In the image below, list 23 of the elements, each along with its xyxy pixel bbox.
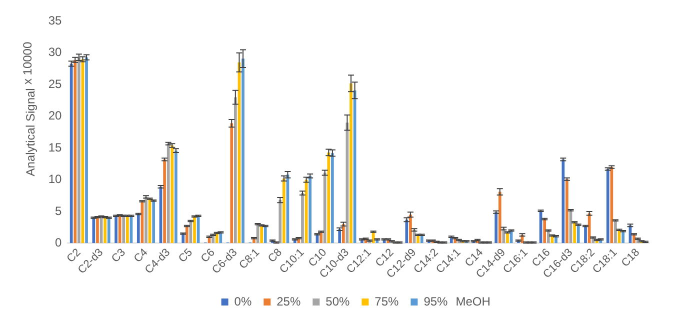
text: x 10000 bbox=[20, 42, 34, 85]
legend-label: 25% bbox=[276, 294, 301, 308]
x-tick-label: C18 bbox=[619, 246, 642, 270]
y-tick-label: 25 bbox=[48, 76, 62, 91]
y-tick-label: 35 bbox=[48, 14, 62, 28]
y-tick-label: 10 bbox=[48, 172, 62, 186]
legend-title: MeOH bbox=[456, 294, 490, 308]
y-tick-label: 5 bbox=[55, 204, 62, 218]
legend-label: 0% bbox=[234, 294, 252, 308]
y-tick-label: 20 bbox=[48, 108, 62, 123]
x-tick-label: C4 bbox=[132, 246, 150, 266]
y-axis-title: Analytical Signal bbox=[24, 88, 38, 176]
x-tick-label: C3 bbox=[109, 246, 128, 266]
legend-label: 50% bbox=[326, 294, 350, 308]
x-tick-label: C6 bbox=[198, 246, 218, 266]
y-tick-label: 30 bbox=[48, 45, 62, 60]
x-tick-label: C5 bbox=[176, 246, 195, 266]
y-tick-label: 15 bbox=[48, 140, 62, 154]
legend-label: 75% bbox=[374, 294, 400, 308]
y-tick-label: 0 bbox=[55, 235, 62, 250]
legend-label: 95% bbox=[424, 294, 448, 308]
x-tick-label: C8 bbox=[266, 246, 284, 266]
x-tick-label: C2 bbox=[64, 246, 84, 266]
